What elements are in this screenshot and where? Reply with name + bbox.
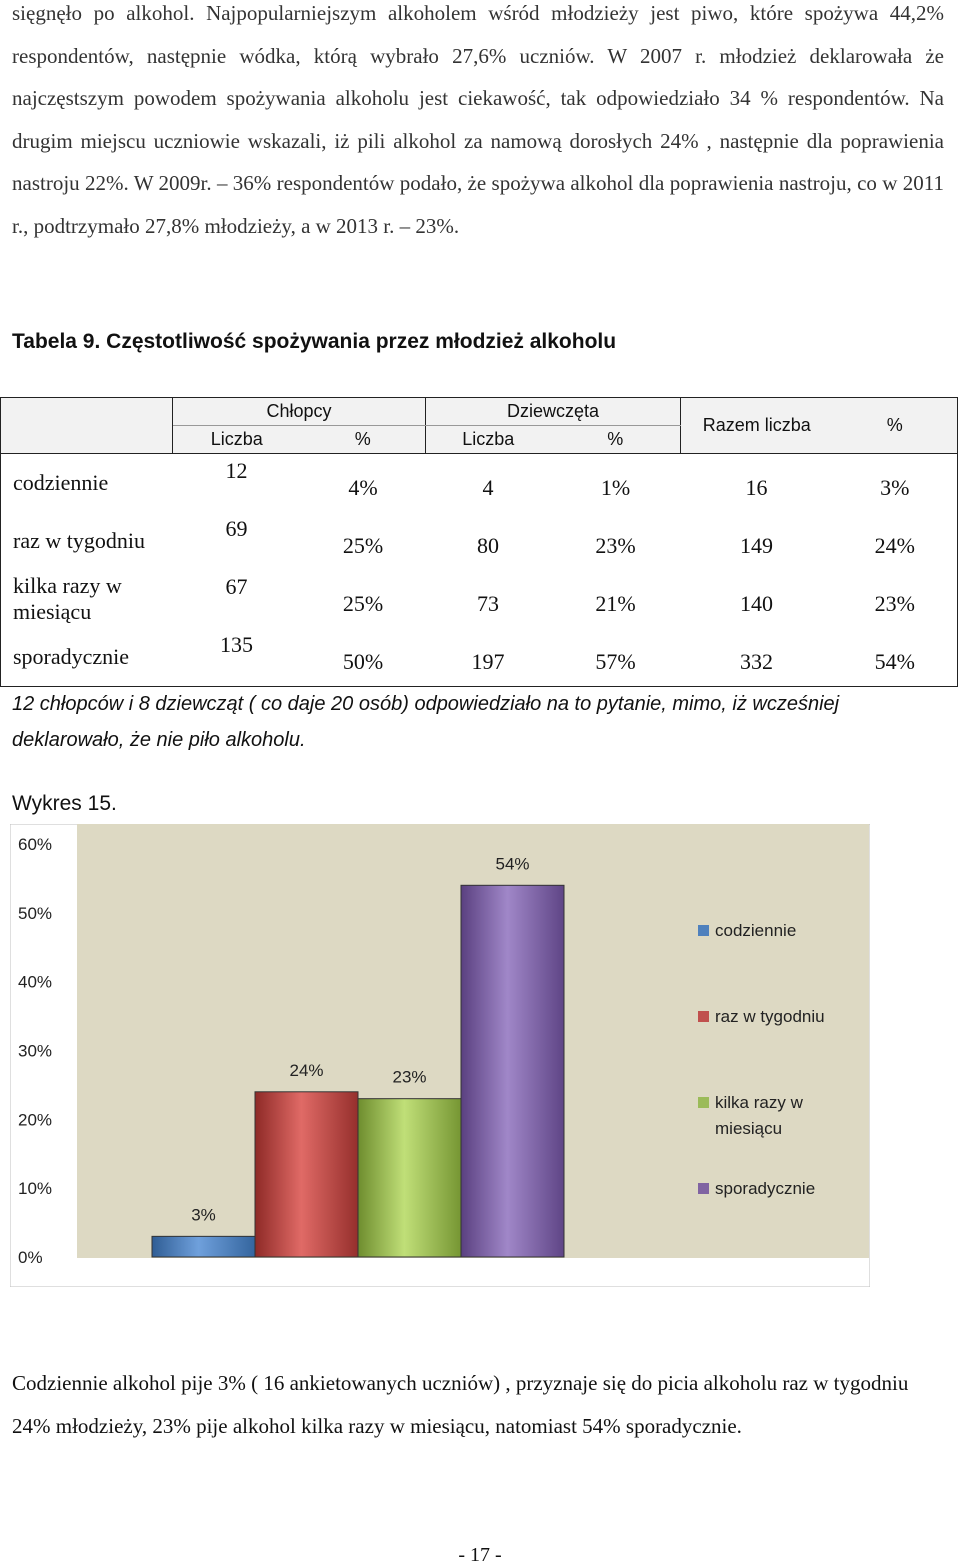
- y-tick-label: 10%: [18, 1179, 52, 1198]
- cell-boys-count: 12: [225, 458, 248, 484]
- header-girls: Dziewczęta: [425, 396, 681, 427]
- cell-boys-count: 69: [225, 515, 248, 541]
- data-label: 23%: [392, 1068, 426, 1087]
- legend-swatch: [698, 1183, 709, 1194]
- header-corner: [0, 396, 173, 455]
- row-label: codziennie: [0, 453, 173, 512]
- y-tick-label: 30%: [18, 1042, 52, 1061]
- legend-swatch: [698, 1011, 709, 1022]
- data-label: 3%: [191, 1205, 216, 1224]
- header-total-count: Razem liczba: [680, 396, 833, 455]
- y-tick-label: 20%: [18, 1110, 52, 1129]
- y-tick-label: 40%: [18, 973, 52, 992]
- header-boys: Chłopcy: [172, 396, 426, 427]
- legend: codziennie raz w tygodniu kilka razy w mies…: [698, 921, 825, 1198]
- summary-paragraph: Codziennie alkohol pije 3% ( 16 ankietow…: [12, 1371, 909, 1438]
- cell-girls-percent: 21%: [595, 591, 636, 617]
- cell-girls-percent: 57%: [550, 628, 681, 688]
- legend-label: kilka razy w: [715, 1093, 804, 1112]
- bar-chart: 0% 10% 20% 30% 40% 50% 60% 3% 24% 23% 54% codzien…: [10, 824, 870, 1287]
- cell-total-percent: 23%: [832, 570, 958, 629]
- row-label: sporadycznie: [0, 628, 173, 688]
- bar: [254, 1091, 359, 1258]
- legend-label-line2: miesiącu: [715, 1119, 782, 1138]
- header-girls-percent: %: [550, 425, 681, 455]
- cell-boys-count: 135: [172, 628, 301, 688]
- table-note: 12 chłopców i 8 dziewcząt ( co daje 20 o…: [12, 693, 840, 751]
- row-label: kilka razy w miesiącu: [0, 570, 173, 629]
- cell-boys-percent: 25%: [342, 532, 384, 558]
- cell-girls-percent: 23%: [595, 532, 636, 558]
- table-row: codziennie 12 4% 4 1% 16 3%: [0, 453, 958, 512]
- cell-total-count: 332: [680, 628, 833, 688]
- cell-boys-percent: 25%: [342, 591, 384, 617]
- legend-swatch: [698, 1097, 709, 1108]
- table-row: kilka razy w miesiącu 67 25% 73 21% 140 …: [0, 570, 958, 629]
- table-row: raz w tygodniu 69 25% 80 23% 149 24%: [0, 511, 958, 571]
- cell-total-count: 149: [740, 532, 773, 558]
- data-label: 54%: [495, 854, 529, 873]
- intro-paragraph: sięgnęło po alkohol. Najpopularniejszym …: [12, 1, 944, 238]
- table-title: Tabela 9. Częstotliwość spożywania przez…: [12, 330, 617, 353]
- cell-girls-count: 80: [477, 532, 499, 558]
- frequency-table: Chłopcy Dziewczęta Razem liczba % Liczba…: [0, 396, 958, 688]
- cell-total-percent: 54%: [832, 628, 958, 688]
- y-axis: 0% 10% 20% 30% 40% 50% 60%: [18, 835, 52, 1267]
- cell-boys-percent: 50%: [300, 628, 426, 688]
- cell-girls-count: 197: [425, 628, 551, 688]
- cell-total-percent: 24%: [832, 511, 958, 571]
- bar: [460, 884, 565, 1258]
- bar: [357, 1098, 462, 1258]
- table-row: sporadycznie 135 50% 197 57% 332 54%: [0, 628, 958, 688]
- cell-boys-count: 67: [225, 574, 248, 600]
- y-tick-label: 60%: [18, 835, 52, 854]
- page-number: - 17 -: [458, 1544, 502, 1566]
- header-boys-percent: %: [300, 425, 426, 455]
- cell-total-count: 16: [745, 475, 768, 501]
- bars: 3% 24% 23% 54%: [151, 854, 565, 1258]
- legend-label: codziennie: [715, 921, 796, 940]
- cell-total-count: 140: [740, 591, 773, 617]
- chart-label: Wykres 15.: [12, 792, 117, 815]
- cell-girls-count: 4: [482, 475, 494, 501]
- header-boys-count: Liczba: [172, 425, 301, 455]
- y-tick-label: 0%: [18, 1248, 43, 1267]
- cell-girls-percent: 1%: [600, 475, 631, 501]
- header-total-percent: %: [832, 396, 958, 455]
- legend-label: sporadycznie: [715, 1179, 815, 1198]
- y-tick-label: 50%: [18, 904, 52, 923]
- cell-girls-count: 73: [477, 591, 499, 617]
- data-label: 24%: [289, 1061, 323, 1080]
- cell-total-percent: 3%: [832, 453, 958, 512]
- cell-boys-percent: 4%: [348, 475, 378, 501]
- bar: [151, 1235, 256, 1258]
- legend-label: raz w tygodniu: [715, 1007, 825, 1026]
- legend-swatch: [698, 925, 709, 936]
- row-label: raz w tygodniu: [0, 511, 173, 571]
- header-girls-count: Liczba: [425, 425, 551, 455]
